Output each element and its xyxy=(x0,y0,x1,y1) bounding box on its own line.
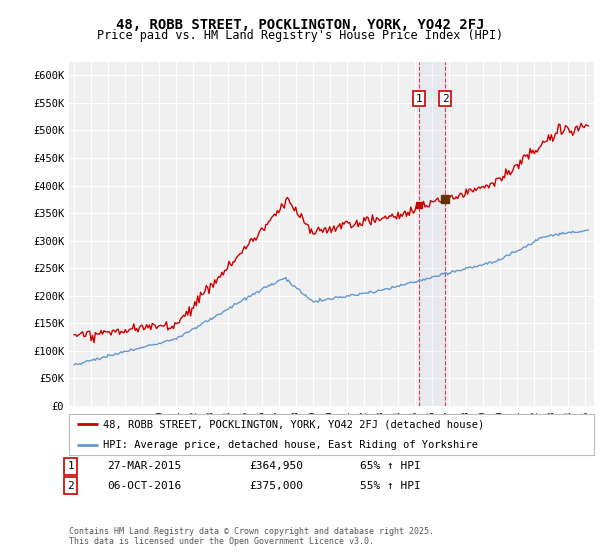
Text: HPI: Average price, detached house, East Riding of Yorkshire: HPI: Average price, detached house, East… xyxy=(103,440,478,450)
Text: 48, ROBB STREET, POCKLINGTON, YORK, YO42 2FJ (detached house): 48, ROBB STREET, POCKLINGTON, YORK, YO42… xyxy=(103,419,484,430)
Text: 2: 2 xyxy=(67,480,74,491)
Text: 06-OCT-2016: 06-OCT-2016 xyxy=(107,480,181,491)
Text: 1: 1 xyxy=(416,94,422,104)
Bar xyxy=(419,62,445,406)
Text: 2: 2 xyxy=(442,94,449,104)
Text: Contains HM Land Registry data © Crown copyright and database right 2025.
This d: Contains HM Land Registry data © Crown c… xyxy=(69,527,434,546)
Text: 48, ROBB STREET, POCKLINGTON, YORK, YO42 2FJ: 48, ROBB STREET, POCKLINGTON, YORK, YO42… xyxy=(116,18,484,32)
Text: 27-MAR-2015: 27-MAR-2015 xyxy=(107,461,181,472)
Text: £375,000: £375,000 xyxy=(249,480,303,491)
Text: Price paid vs. HM Land Registry's House Price Index (HPI): Price paid vs. HM Land Registry's House … xyxy=(97,29,503,42)
Text: 55% ↑ HPI: 55% ↑ HPI xyxy=(360,480,421,491)
Text: £364,950: £364,950 xyxy=(249,461,303,472)
Text: 65% ↑ HPI: 65% ↑ HPI xyxy=(360,461,421,472)
Text: 1: 1 xyxy=(67,461,74,472)
